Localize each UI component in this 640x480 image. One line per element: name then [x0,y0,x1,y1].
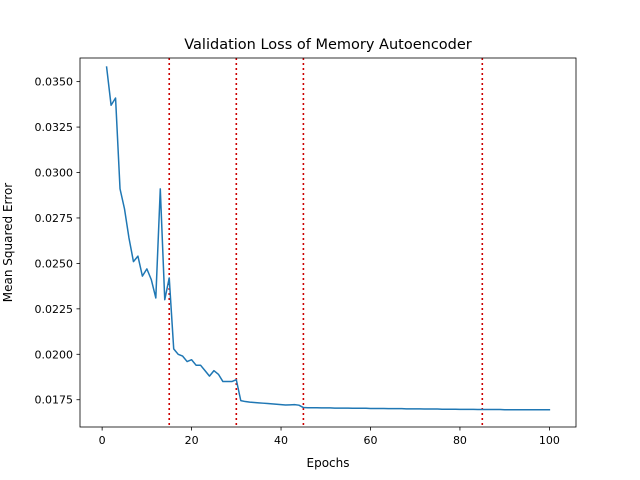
x-tick-label: 100 [539,434,560,447]
x-tick-label: 40 [274,434,288,447]
y-tick-label: 0.0250 [35,257,74,270]
x-axis-label: Epochs [307,456,350,470]
x-axis-ticks: 0 20 40 60 80 100 [99,427,560,447]
y-tick-label: 0.0325 [35,121,74,134]
y-tick-label: 0.0200 [35,348,74,361]
y-tick-label: 0.0275 [35,212,74,225]
x-tick-label: 20 [185,434,199,447]
plot-area-frame [79,57,577,428]
y-axis-ticks: 0.0175 0.0200 0.0225 0.0250 0.0275 0.0300 0.03… [35,76,80,407]
vertical-markers [168,58,484,427]
chart-title: Validation Loss of Memory Autoencoder [184,37,472,53]
x-tick-label: 0 [99,434,106,447]
x-tick-label: 80 [453,434,467,447]
y-tick-label: 0.0175 [35,394,74,407]
y-tick-label: 0.0350 [35,76,74,89]
y-axis-label: Mean Squared Error [1,183,15,303]
series-line-validation-loss [105,66,551,411]
x-tick-label: 60 [363,434,377,447]
y-tick-label: 0.0225 [35,303,74,316]
y-tick-label: 0.0300 [35,167,74,180]
